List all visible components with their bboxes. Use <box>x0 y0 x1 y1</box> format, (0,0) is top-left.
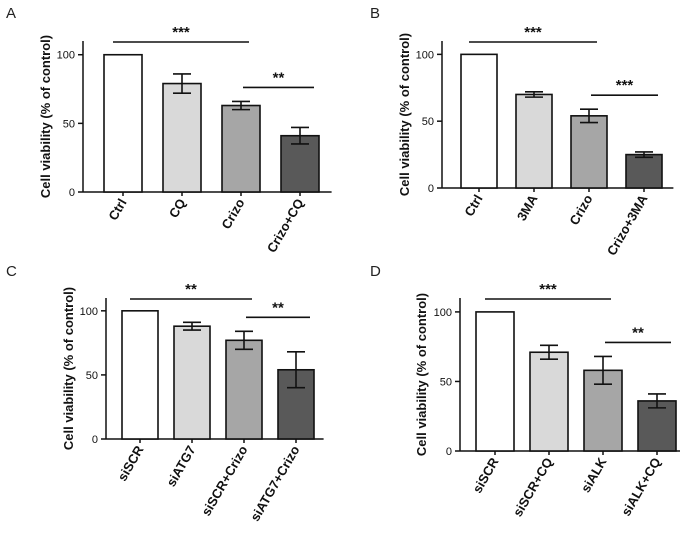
bar <box>121 310 159 440</box>
panel-letter: C <box>6 263 17 280</box>
y-tick-label: 0 <box>446 446 452 458</box>
category-label: siSCR <box>469 454 501 495</box>
y-axis-label: Cell viability (% of control) <box>38 35 53 198</box>
bar <box>515 93 553 189</box>
category-label: siALK+CQ <box>618 455 663 518</box>
significance-label: ** <box>185 281 197 298</box>
category-label: Crizo <box>218 196 247 232</box>
category-label: Crizo+3MA <box>604 191 651 258</box>
category-label: Ctrl <box>461 192 485 219</box>
panel-letter: D <box>370 263 381 280</box>
bar <box>475 311 515 452</box>
category-label: siSCR+Crizo <box>198 443 250 518</box>
y-tick-label: 50 <box>422 116 434 128</box>
category-label: 3MA <box>514 191 541 223</box>
panel-B: B Cell viability (% of control) 0 50 100 Ctrl… <box>370 5 674 258</box>
significance-label: *** <box>524 24 542 41</box>
bar <box>225 339 263 440</box>
significance-label: *** <box>539 281 557 298</box>
category-label: Crizo <box>566 192 595 228</box>
bar <box>221 104 261 193</box>
category-label: siATG7 <box>163 443 198 489</box>
panel-D: D Cell viability (% of control) 0 50 100 siSC… <box>370 263 680 519</box>
y-axis-label: Cell viability (% of control) <box>397 33 412 196</box>
category-label: siATG7+Crizo <box>247 443 302 524</box>
bar <box>570 115 608 189</box>
y-tick-label: 100 <box>80 306 98 318</box>
y-tick-label: 0 <box>428 183 434 195</box>
significance-label: ** <box>273 69 285 86</box>
category-label: siALK <box>578 454 610 495</box>
bar <box>103 53 143 193</box>
panel-A: A Cell viability (% of control) 0 50 100 Ctrl… <box>6 5 332 255</box>
category-label: Ctrl <box>105 196 129 223</box>
y-tick-label: 50 <box>440 376 452 388</box>
bar <box>637 400 677 452</box>
significance-label: ** <box>272 299 284 316</box>
category-label: Crizo+CQ <box>264 196 307 255</box>
y-tick-label: 100 <box>434 307 452 319</box>
bar <box>173 325 211 440</box>
y-tick-label: 50 <box>86 370 98 382</box>
significance-label: *** <box>172 24 190 41</box>
panel-letter: B <box>370 5 380 22</box>
category-label: siSCR <box>114 442 146 483</box>
y-tick-label: 100 <box>416 49 434 61</box>
significance-label: ** <box>632 324 644 341</box>
y-axis-label: Cell viability (% of control) <box>61 287 76 450</box>
y-tick-label: 0 <box>69 187 75 199</box>
panel-C: C Cell viability (% of control) 0 50 100 siSC… <box>6 263 324 524</box>
category-label: CQ <box>166 196 189 220</box>
bar <box>460 53 498 189</box>
y-axis-label: Cell viability (% of control) <box>414 293 429 456</box>
category-label: siSCR+CQ <box>510 455 556 519</box>
y-tick-label: 100 <box>57 50 75 62</box>
significance-label: *** <box>616 77 634 94</box>
bar <box>625 153 663 189</box>
y-tick-label: 50 <box>63 118 75 130</box>
bar <box>529 351 569 452</box>
y-tick-label: 0 <box>92 434 98 446</box>
bar <box>162 82 202 193</box>
panel-letter: A <box>6 5 16 22</box>
